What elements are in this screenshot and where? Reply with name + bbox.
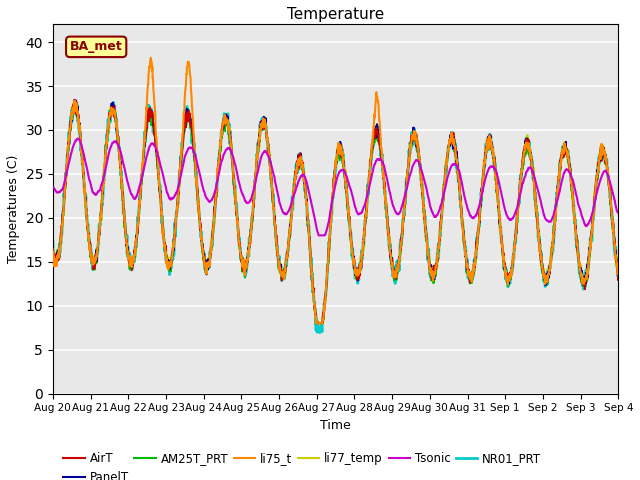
X-axis label: Time: Time [320, 419, 351, 432]
Y-axis label: Temperatures (C): Temperatures (C) [7, 155, 20, 263]
Legend: AirT, PanelT, AM25T_PRT, li75_t, li77_temp, Tsonic, NR01_PRT: AirT, PanelT, AM25T_PRT, li75_t, li77_te… [59, 447, 546, 480]
Text: BA_met: BA_met [70, 40, 123, 53]
Title: Temperature: Temperature [287, 7, 384, 22]
